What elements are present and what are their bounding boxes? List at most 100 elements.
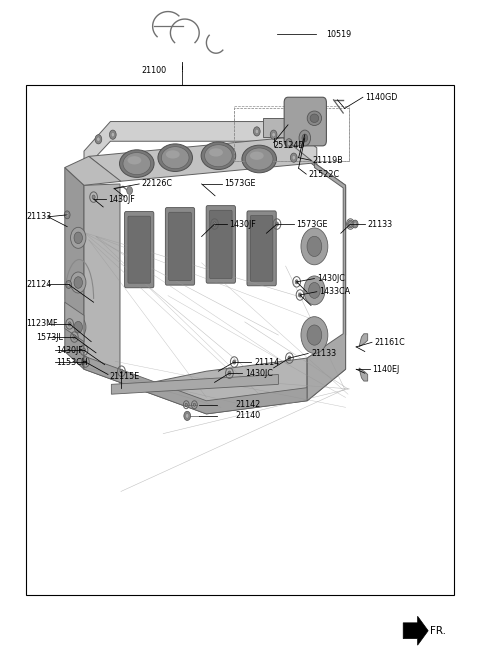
Circle shape: [290, 153, 297, 162]
Ellipse shape: [123, 152, 151, 175]
Ellipse shape: [204, 145, 232, 167]
Circle shape: [288, 356, 291, 360]
Circle shape: [352, 220, 358, 228]
Circle shape: [270, 130, 277, 139]
Polygon shape: [263, 118, 287, 137]
Circle shape: [292, 156, 296, 160]
Circle shape: [304, 276, 325, 305]
Polygon shape: [84, 184, 307, 414]
Circle shape: [302, 134, 308, 142]
Ellipse shape: [245, 148, 273, 170]
Text: 1123MF: 1123MF: [26, 319, 58, 328]
Polygon shape: [84, 122, 317, 170]
Ellipse shape: [201, 142, 236, 170]
Text: 21114: 21114: [254, 357, 279, 367]
Circle shape: [74, 321, 83, 333]
Circle shape: [299, 293, 301, 297]
Text: 1573JL: 1573JL: [36, 332, 63, 342]
Circle shape: [349, 222, 352, 226]
Text: 21161C: 21161C: [374, 338, 405, 347]
Polygon shape: [359, 334, 368, 347]
Text: 22126C: 22126C: [142, 179, 173, 189]
Circle shape: [66, 213, 69, 217]
Text: 1430JF: 1430JF: [57, 346, 84, 355]
Circle shape: [71, 317, 86, 338]
Ellipse shape: [242, 145, 276, 173]
Text: 1573GE: 1573GE: [297, 219, 328, 229]
FancyBboxPatch shape: [209, 210, 232, 279]
Text: 25124D: 25124D: [274, 141, 305, 150]
Text: 21140: 21140: [235, 411, 260, 420]
Circle shape: [349, 222, 352, 226]
Text: 1430JC: 1430JC: [317, 274, 345, 283]
Bar: [26, 85, 454, 595]
Circle shape: [109, 130, 116, 139]
Circle shape: [287, 141, 290, 146]
Circle shape: [272, 132, 275, 137]
Circle shape: [185, 414, 189, 419]
Text: 21142: 21142: [235, 400, 261, 409]
Circle shape: [276, 222, 278, 226]
Circle shape: [67, 283, 70, 286]
Text: 1140EJ: 1140EJ: [372, 365, 399, 374]
Ellipse shape: [209, 148, 223, 156]
Polygon shape: [89, 138, 314, 181]
Text: 10519: 10519: [326, 30, 352, 39]
Circle shape: [185, 403, 187, 406]
Text: 1153CH: 1153CH: [57, 357, 88, 367]
Circle shape: [213, 222, 216, 226]
Circle shape: [64, 211, 70, 219]
Circle shape: [74, 277, 83, 288]
Text: 21133: 21133: [311, 349, 336, 358]
Ellipse shape: [161, 147, 189, 169]
Polygon shape: [65, 168, 84, 369]
Text: 1140GD: 1140GD: [365, 93, 397, 102]
Text: 1430JF: 1430JF: [229, 219, 256, 229]
FancyBboxPatch shape: [128, 216, 150, 283]
Ellipse shape: [250, 152, 264, 160]
Circle shape: [286, 139, 292, 148]
Text: 21124: 21124: [26, 280, 52, 289]
Circle shape: [307, 237, 322, 256]
Circle shape: [84, 360, 87, 364]
Circle shape: [301, 317, 328, 353]
Text: FR.: FR.: [430, 625, 446, 636]
FancyBboxPatch shape: [169, 212, 191, 281]
Circle shape: [73, 335, 76, 339]
FancyBboxPatch shape: [284, 97, 326, 146]
Circle shape: [255, 129, 258, 133]
Circle shape: [193, 403, 195, 406]
Polygon shape: [359, 368, 368, 381]
Circle shape: [66, 281, 72, 288]
Circle shape: [95, 135, 102, 144]
FancyBboxPatch shape: [251, 215, 273, 281]
Text: 1430JF: 1430JF: [108, 194, 135, 204]
Text: 1433CA: 1433CA: [319, 287, 350, 296]
Circle shape: [307, 325, 322, 345]
Text: 21133: 21133: [26, 212, 51, 221]
Ellipse shape: [158, 144, 192, 171]
Ellipse shape: [310, 114, 319, 122]
Polygon shape: [84, 356, 307, 414]
Text: 1573GE: 1573GE: [225, 179, 256, 189]
Circle shape: [83, 348, 85, 352]
Text: 21133: 21133: [367, 219, 392, 229]
Circle shape: [184, 411, 191, 420]
Polygon shape: [403, 616, 428, 645]
Circle shape: [309, 283, 320, 298]
Text: 1430JC: 1430JC: [245, 369, 273, 378]
Polygon shape: [65, 302, 84, 342]
Circle shape: [71, 272, 86, 293]
Text: 21115E: 21115E: [109, 372, 140, 381]
Ellipse shape: [307, 111, 322, 125]
Circle shape: [111, 132, 115, 137]
Circle shape: [74, 232, 83, 244]
Circle shape: [71, 227, 86, 248]
Text: 21522C: 21522C: [309, 170, 340, 179]
Circle shape: [96, 137, 100, 142]
Ellipse shape: [128, 156, 141, 164]
Polygon shape: [111, 374, 278, 394]
Circle shape: [354, 222, 357, 226]
FancyBboxPatch shape: [165, 208, 195, 285]
Circle shape: [228, 371, 231, 375]
